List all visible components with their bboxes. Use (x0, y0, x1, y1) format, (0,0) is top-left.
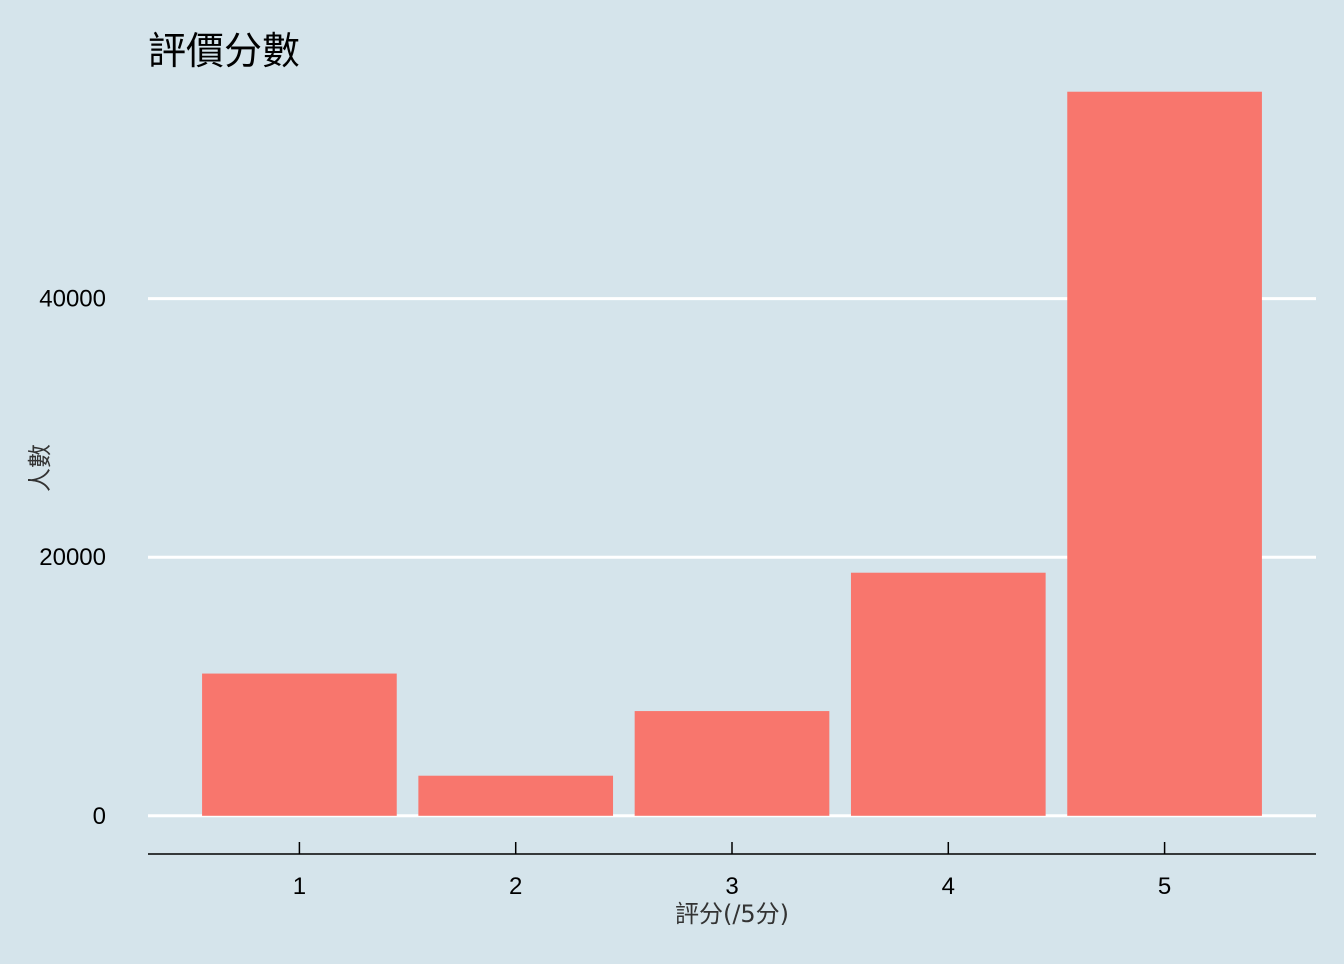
y-tick-label-40000: 40000 (39, 286, 106, 313)
bar-2 (418, 775, 614, 816)
y-axis-ticks: 0 20000 40000 (39, 286, 106, 830)
x-axis-label: 評分(/5分) (675, 900, 789, 928)
x-tick-label-1: 1 (293, 873, 306, 900)
y-tick-label-0: 0 (93, 803, 106, 830)
x-tick-label-5: 5 (1158, 873, 1171, 900)
x-tick-label-2: 2 (509, 873, 522, 900)
x-tick-label-4: 4 (942, 873, 955, 900)
chart-title: 評價分數 (148, 29, 300, 73)
bar-1 (202, 673, 397, 816)
x-axis: 1 2 3 4 5 (148, 842, 1316, 900)
y-axis-label: 人數 (26, 444, 54, 492)
bar-5 (1067, 91, 1262, 816)
bar-4 (850, 572, 1046, 816)
bars (202, 91, 1262, 816)
bar-3 (634, 711, 830, 816)
x-tick-label-3: 3 (725, 873, 738, 900)
y-tick-label-20000: 20000 (39, 544, 106, 571)
